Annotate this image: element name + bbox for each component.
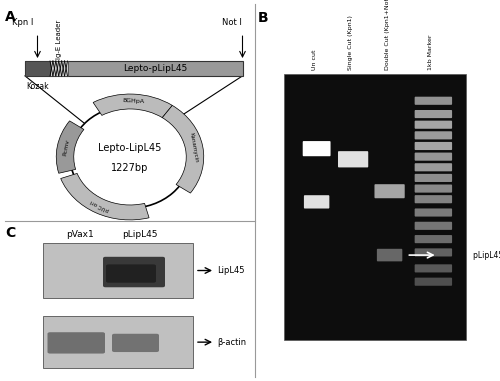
FancyBboxPatch shape xyxy=(284,74,466,340)
Text: Un cut: Un cut xyxy=(312,50,316,70)
Wedge shape xyxy=(60,173,149,220)
Text: Lepto-LipL45: Lepto-LipL45 xyxy=(98,143,162,154)
Text: pLipL45 DNA: pLipL45 DNA xyxy=(474,251,500,259)
Text: pUC ori: pUC ori xyxy=(90,199,110,213)
FancyBboxPatch shape xyxy=(304,195,330,208)
Text: Pcmv: Pcmv xyxy=(62,139,70,156)
FancyBboxPatch shape xyxy=(25,61,242,76)
FancyBboxPatch shape xyxy=(414,174,452,182)
FancyBboxPatch shape xyxy=(414,131,452,139)
Text: Lepto-pLipL45: Lepto-pLipL45 xyxy=(123,64,187,73)
FancyBboxPatch shape xyxy=(414,97,452,105)
FancyBboxPatch shape xyxy=(414,163,452,171)
FancyBboxPatch shape xyxy=(414,235,452,243)
Text: Kpn I: Kpn I xyxy=(12,18,34,27)
FancyBboxPatch shape xyxy=(103,257,165,287)
FancyBboxPatch shape xyxy=(50,61,68,76)
FancyBboxPatch shape xyxy=(42,316,192,368)
Text: BGHpA: BGHpA xyxy=(122,99,144,105)
Text: 1227bp: 1227bp xyxy=(112,163,148,173)
FancyBboxPatch shape xyxy=(414,110,452,118)
FancyBboxPatch shape xyxy=(302,141,330,156)
FancyBboxPatch shape xyxy=(414,264,452,272)
Text: Ig-E Leader: Ig-E Leader xyxy=(56,19,62,59)
FancyBboxPatch shape xyxy=(377,249,402,261)
FancyBboxPatch shape xyxy=(414,142,452,150)
Wedge shape xyxy=(93,94,172,118)
FancyBboxPatch shape xyxy=(414,278,452,286)
Text: Not I: Not I xyxy=(222,18,242,27)
Text: Kanamycin: Kanamycin xyxy=(189,132,199,163)
FancyBboxPatch shape xyxy=(414,121,452,129)
Text: Single Cut (Kpn1): Single Cut (Kpn1) xyxy=(348,16,353,70)
Text: C: C xyxy=(5,226,15,240)
Text: Double Cut (Kpn1+Not1): Double Cut (Kpn1+Not1) xyxy=(384,0,390,70)
FancyBboxPatch shape xyxy=(42,243,192,298)
FancyBboxPatch shape xyxy=(106,264,156,283)
FancyBboxPatch shape xyxy=(112,334,159,352)
Text: LipL45: LipL45 xyxy=(218,266,245,275)
FancyBboxPatch shape xyxy=(25,61,50,76)
FancyBboxPatch shape xyxy=(414,222,452,230)
Text: A: A xyxy=(5,10,16,24)
Text: B: B xyxy=(258,11,268,25)
Wedge shape xyxy=(162,106,203,193)
Text: pLipL45: pLipL45 xyxy=(122,229,158,239)
Text: β-actin: β-actin xyxy=(218,338,246,347)
FancyBboxPatch shape xyxy=(48,332,105,354)
Text: 1kb Marker: 1kb Marker xyxy=(428,35,434,70)
FancyBboxPatch shape xyxy=(414,195,452,203)
Wedge shape xyxy=(56,121,84,173)
Circle shape xyxy=(70,106,190,208)
FancyBboxPatch shape xyxy=(414,184,452,193)
Text: pVax1: pVax1 xyxy=(66,229,94,239)
FancyBboxPatch shape xyxy=(374,184,404,198)
Text: Kozak: Kozak xyxy=(26,82,49,91)
FancyBboxPatch shape xyxy=(338,151,368,167)
FancyBboxPatch shape xyxy=(414,208,452,216)
FancyBboxPatch shape xyxy=(414,152,452,161)
FancyBboxPatch shape xyxy=(414,248,452,256)
